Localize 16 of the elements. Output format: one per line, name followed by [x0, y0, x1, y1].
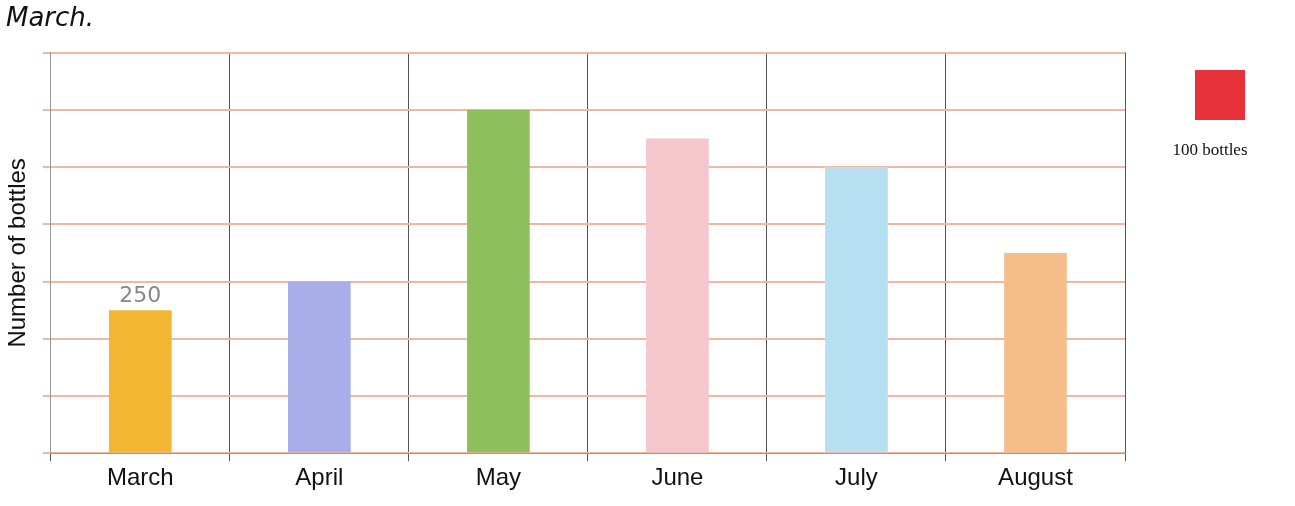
- x-tick-label: April: [295, 463, 344, 491]
- bar: [108, 310, 172, 453]
- x-tick-label: August: [998, 463, 1074, 491]
- data-label: 250: [119, 281, 162, 307]
- bar: [825, 167, 888, 453]
- text: March.: [6, 2, 95, 32]
- x-tick-label: May: [475, 463, 522, 491]
- y-axis-title: Number of bottles: [3, 158, 31, 348]
- x-tick-label: March: [106, 463, 174, 491]
- x-tick-label: July: [835, 463, 878, 491]
- text: 100 bottles: [1171, 140, 1249, 160]
- bar: [467, 109, 530, 453]
- bar: [1004, 252, 1067, 453]
- x-tick-label: June: [651, 463, 704, 491]
- bar: [288, 281, 351, 453]
- bar: [646, 138, 709, 453]
